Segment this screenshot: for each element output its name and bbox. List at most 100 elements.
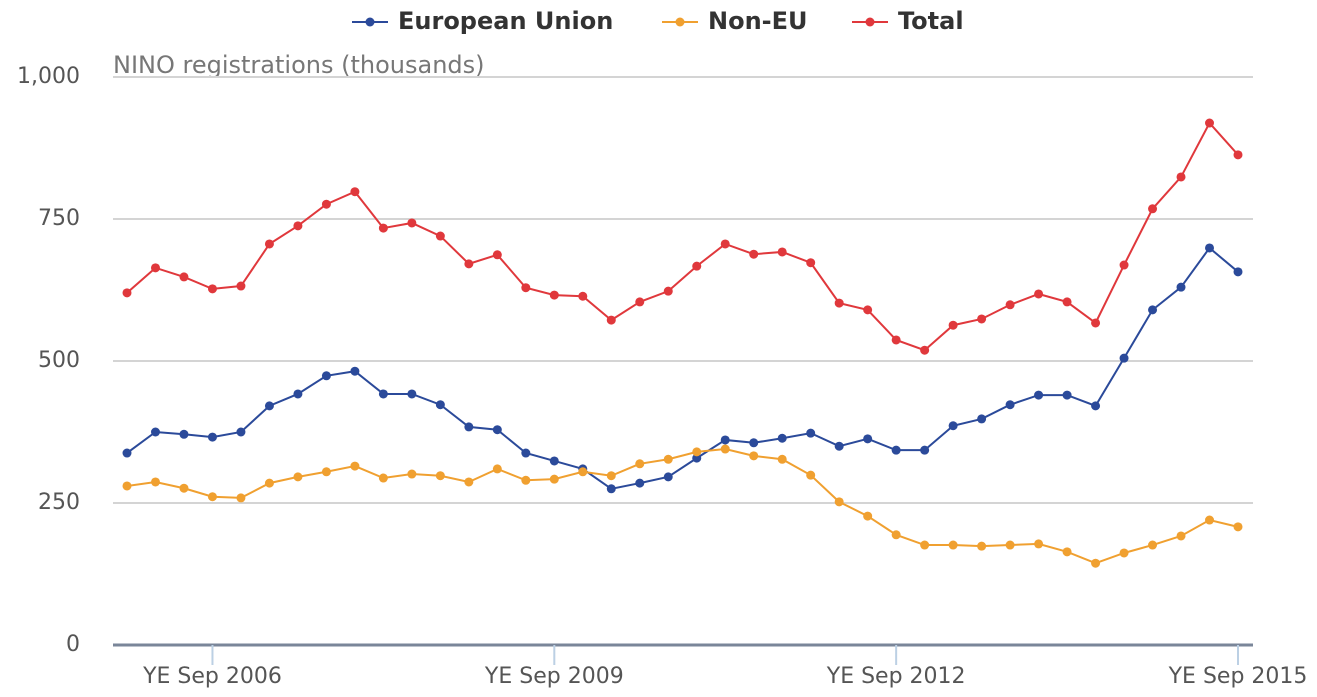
data-point [549, 474, 559, 484]
data-point [749, 451, 759, 461]
data-point [720, 444, 730, 454]
data-point [606, 484, 616, 494]
data-point [350, 187, 360, 197]
legend-label: Non-EU [708, 7, 808, 35]
data-point [150, 477, 160, 487]
data-point [150, 427, 160, 437]
data-point [663, 454, 673, 464]
data-point [720, 239, 730, 249]
y-tick-label: 500 [38, 348, 80, 373]
data-point [492, 464, 502, 474]
data-point [264, 478, 274, 488]
data-point [806, 470, 816, 480]
data-point [977, 541, 987, 551]
y-tick-label: 1,000 [17, 64, 80, 89]
data-point [692, 453, 702, 463]
data-point [948, 320, 958, 330]
data-point [635, 459, 645, 469]
data-point [806, 258, 816, 268]
data-point [1176, 172, 1186, 182]
data-point [122, 448, 132, 458]
data-point [777, 454, 787, 464]
data-point [863, 434, 873, 444]
data-point [1205, 515, 1215, 525]
data-point [1005, 400, 1015, 410]
data-point [891, 335, 901, 345]
data-point [1233, 267, 1243, 277]
data-point [1034, 539, 1044, 549]
data-point [549, 456, 559, 466]
data-point [321, 199, 331, 209]
data-point [1205, 243, 1215, 253]
data-point [834, 497, 844, 507]
data-point [464, 422, 474, 432]
data-point [1034, 390, 1044, 400]
data-point [464, 259, 474, 269]
data-point [150, 263, 160, 273]
data-point [1119, 260, 1129, 270]
data-point [720, 435, 730, 445]
data-point [1091, 401, 1101, 411]
data-point [635, 297, 645, 307]
data-point [549, 290, 559, 300]
y-tick-label: 750 [38, 206, 80, 231]
data-point [321, 371, 331, 381]
data-point [777, 433, 787, 443]
data-point [236, 427, 246, 437]
data-point [521, 475, 531, 485]
data-point [1205, 118, 1215, 128]
data-point [891, 445, 901, 455]
data-point [834, 298, 844, 308]
data-point [407, 469, 417, 479]
data-point [1005, 300, 1015, 310]
data-point [692, 261, 702, 271]
data-point [1091, 558, 1101, 568]
data-point [264, 239, 274, 249]
data-point [749, 438, 759, 448]
data-point [179, 429, 189, 439]
data-point [407, 389, 417, 399]
data-point [435, 400, 445, 410]
data-point [891, 530, 901, 540]
legend-label: Total [898, 7, 964, 35]
data-point [749, 249, 759, 259]
data-point [293, 472, 303, 482]
data-point [1062, 390, 1072, 400]
data-point [1119, 353, 1129, 363]
data-point [521, 448, 531, 458]
data-point [663, 286, 673, 296]
data-point [207, 432, 217, 442]
y-axis-label: NINO registrations (thousands) [113, 51, 485, 79]
data-point [293, 221, 303, 231]
data-point [179, 272, 189, 282]
y-tick-label: 0 [66, 632, 80, 657]
x-tick-label: YE Sep 2006 [142, 664, 282, 689]
data-point [578, 467, 588, 477]
data-point [863, 511, 873, 521]
data-point [407, 218, 417, 228]
data-point [207, 492, 217, 502]
x-tick-label: YE Sep 2015 [1168, 664, 1308, 689]
data-point [1062, 547, 1072, 557]
data-point [663, 472, 673, 482]
data-point [492, 425, 502, 435]
data-point [863, 305, 873, 315]
data-point [122, 288, 132, 298]
data-point [635, 478, 645, 488]
data-point [578, 291, 588, 301]
data-point [179, 483, 189, 493]
data-point [1005, 540, 1015, 550]
data-point [977, 414, 987, 424]
series-line [126, 246, 1239, 490]
data-point [1176, 531, 1186, 541]
data-point [1176, 282, 1186, 292]
x-tick-label: YE Sep 2012 [826, 664, 966, 689]
data-point [236, 281, 246, 291]
y-tick-label: 250 [38, 490, 80, 515]
data-point [435, 471, 445, 481]
data-point [920, 445, 930, 455]
legend-marker [865, 17, 875, 27]
data-point [1062, 297, 1072, 307]
